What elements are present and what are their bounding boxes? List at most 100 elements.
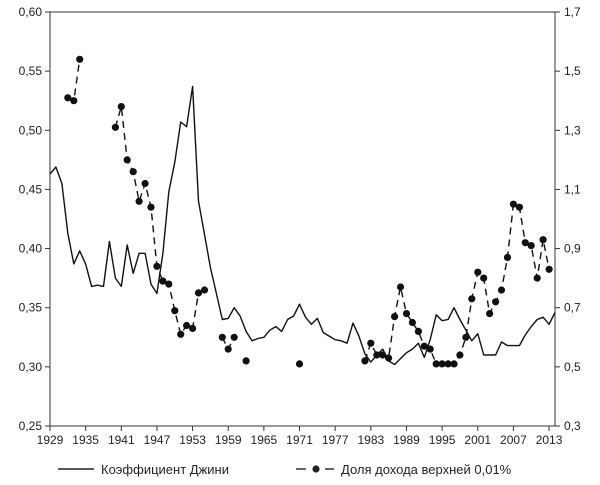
left-tick-label: 0,50 (19, 123, 43, 137)
x-tick-label: 1929 (37, 433, 64, 447)
top-share-point (171, 307, 179, 315)
x-tick-label: 1935 (72, 433, 99, 447)
right-tick-label: 0,5 (564, 360, 581, 374)
top-share-point (426, 345, 434, 353)
right-tick-label: 0,7 (564, 301, 581, 315)
top-share-point (515, 203, 524, 211)
top-share-point (159, 277, 167, 285)
top-share-point (165, 280, 173, 288)
left-tick-label: 0,45 (19, 182, 43, 196)
x-tick-label: 2001 (464, 433, 491, 447)
left-tick-label: 0,40 (19, 242, 43, 256)
top-share-point (295, 360, 304, 368)
left-tick-label: 0,55 (19, 64, 43, 78)
top-share-point (521, 239, 529, 247)
legend-top-share-marker (312, 465, 320, 473)
x-tick-label: 1959 (215, 433, 242, 447)
top-share-point (438, 360, 446, 368)
top-share-point (379, 351, 387, 359)
plot-frame (49, 11, 556, 427)
top-share-point (177, 330, 185, 338)
top-share-point (194, 289, 203, 297)
top-share-point (402, 310, 411, 318)
top-share-point (462, 333, 470, 341)
top-share-point (456, 351, 464, 359)
top-share-point (147, 203, 155, 211)
left-tick-label: 0,30 (19, 360, 43, 374)
right-axis-ticks: 0,3 0,5 0,7 0,9 1,1 1,3 1,5 1,7 (555, 5, 581, 433)
top-share-point (432, 360, 440, 368)
top-share-dashed-segment (67, 59, 81, 102)
right-tick-label: 1,5 (564, 64, 581, 78)
top-share-point (474, 268, 482, 276)
top-share-point (76, 55, 84, 63)
top-share-point (367, 339, 375, 347)
top-share-point (230, 333, 238, 341)
series-lines (49, 59, 556, 366)
top-share-point (480, 274, 488, 282)
top-share-point (385, 354, 393, 362)
x-tick-label: 1971 (286, 433, 313, 447)
plot-border (49, 11, 556, 427)
top-share-point (123, 156, 131, 164)
top-share-point (129, 168, 137, 176)
top-share-point (468, 295, 476, 303)
top-share-point (361, 357, 369, 365)
top-share-point (414, 327, 422, 335)
top-share-point (153, 262, 161, 270)
top-share-point (373, 351, 381, 359)
gini-line (49, 85, 556, 366)
top-share-point (533, 274, 541, 282)
x-tick-label: 2013 (536, 433, 563, 447)
legend: Коэффициент Джини Доля дохода верхней 0,… (58, 462, 512, 477)
x-tick-label: 1995 (429, 433, 456, 447)
top-share-point (509, 200, 517, 208)
top-share-point (545, 265, 553, 273)
series-points (64, 55, 553, 368)
top-share-point (492, 298, 500, 306)
top-share-point (444, 360, 452, 368)
right-tick-label: 1,7 (564, 5, 581, 19)
x-tick-label: 1977 (322, 433, 349, 447)
x-tick-label: 1947 (144, 433, 171, 447)
top-share-point (420, 342, 428, 350)
top-share-point (497, 286, 506, 294)
top-share-point (224, 345, 232, 353)
top-share-point (539, 236, 547, 244)
legend-top-share-label: Доля дохода верхней 0,01% (341, 462, 512, 477)
x-tick-label: 1965 (251, 433, 278, 447)
top-share-point (486, 310, 494, 318)
left-axis-ticks: 0,25 0,30 0,35 0,40 0,45 0,50 0,55 0,60 (19, 5, 50, 433)
legend-gini-label: Коэффициент Джини (101, 462, 229, 477)
left-tick-label: 0,60 (19, 5, 43, 19)
top-share-point (503, 253, 512, 261)
x-axis-ticks: 1929 1935 1941 1947 1953 1959 1965 1971 1977 1983… (37, 426, 563, 447)
top-share-point (408, 318, 416, 327)
top-share-point (527, 242, 535, 250)
top-share-point (189, 324, 197, 332)
right-tick-label: 0,9 (564, 242, 581, 256)
top-share-point (135, 197, 143, 205)
x-tick-label: 1989 (393, 433, 420, 447)
top-share-point (200, 286, 209, 294)
right-tick-label: 0,3 (564, 419, 581, 433)
top-share-point (242, 357, 250, 365)
top-share-point (218, 333, 226, 341)
top-share-point (141, 179, 149, 188)
top-share-point (391, 313, 399, 321)
top-share-point (117, 103, 125, 111)
left-tick-label: 0,35 (19, 301, 43, 315)
top-share-point (70, 97, 78, 105)
x-tick-label: 1941 (108, 433, 135, 447)
top-share-point (450, 360, 458, 368)
right-tick-label: 1,3 (564, 123, 581, 137)
left-tick-label: 0,25 (19, 419, 43, 433)
top-share-point (64, 94, 72, 102)
top-share-point (396, 283, 405, 291)
top-share-dashed-segment (114, 106, 205, 336)
top-share-point (183, 321, 191, 330)
x-tick-label: 2007 (500, 433, 527, 447)
x-tick-label: 1983 (357, 433, 384, 447)
top-share-dashed-segment (364, 203, 550, 365)
